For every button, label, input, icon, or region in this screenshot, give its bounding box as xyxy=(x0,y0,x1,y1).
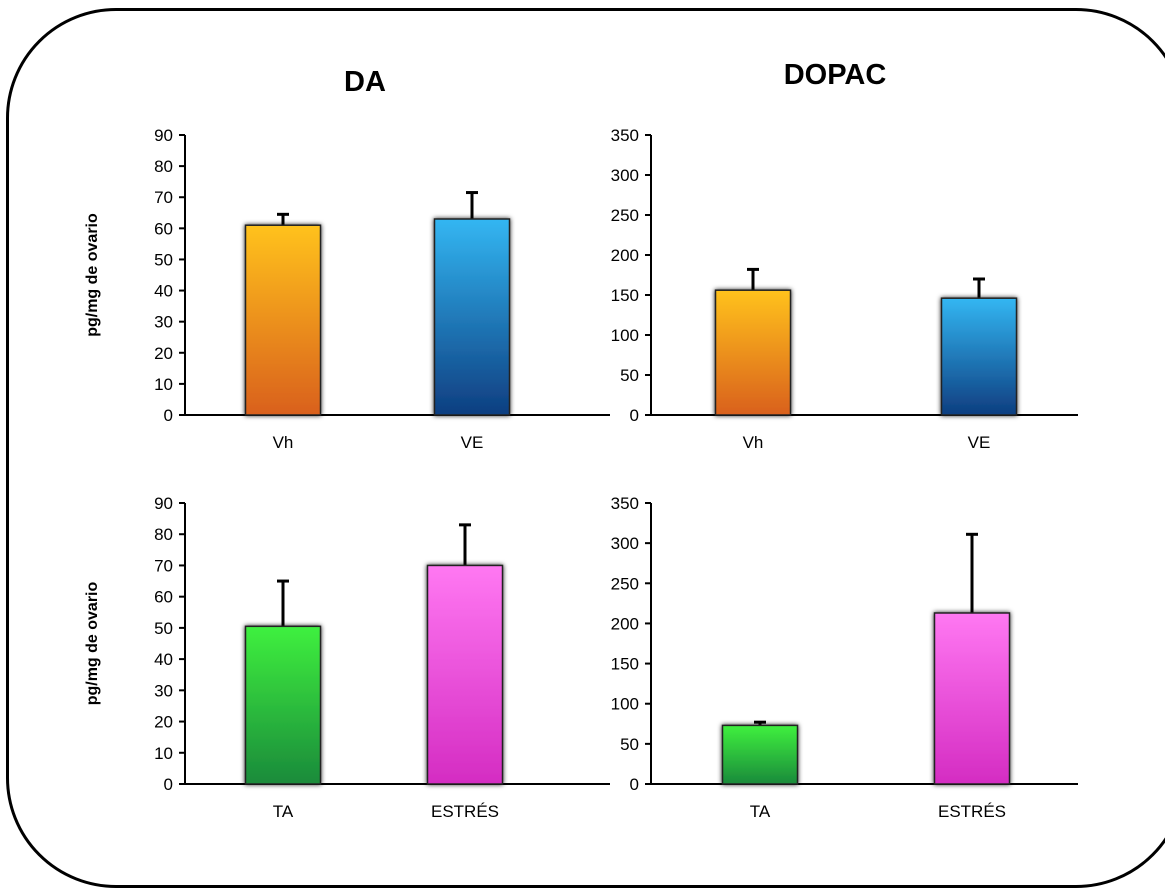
bar-vh xyxy=(714,289,792,416)
x-category-label: ESTRÉS xyxy=(431,802,499,821)
y-tick-label: 0 xyxy=(164,775,173,794)
y-tick-label: 70 xyxy=(154,188,173,207)
y-tick-label: 50 xyxy=(620,366,639,385)
bar-ve xyxy=(940,297,1018,416)
y-tick-label: 30 xyxy=(154,313,173,332)
y-tick-label: 50 xyxy=(154,619,173,638)
column-title-da: DA xyxy=(344,66,386,98)
y-tick-label: 300 xyxy=(611,166,639,185)
y-tick-label: 250 xyxy=(611,206,639,225)
chart-panel-1: 0 10 20 30 40 50 60 70 80 90 pg/mg de ovario Vh VE xyxy=(84,126,610,452)
bar-ve xyxy=(433,218,511,416)
y-tick-label: 300 xyxy=(611,534,639,553)
bar-ta xyxy=(721,724,799,785)
y-tick-label: 10 xyxy=(154,744,173,763)
y-tick-label: 20 xyxy=(154,344,173,363)
y-tick-label: 70 xyxy=(154,556,173,575)
y-axis-label: pg/mg de ovario xyxy=(84,581,101,705)
chart-panel-3: 0 10 20 30 40 50 60 70 80 90 pg/mg de ovario TA ESTR… xyxy=(84,494,610,821)
bar-vh xyxy=(244,224,322,416)
x-category-label: Vh xyxy=(743,433,764,452)
y-tick-label: 10 xyxy=(154,375,173,394)
y-tick-label: 80 xyxy=(154,157,173,176)
y-tick-label: 80 xyxy=(154,525,173,544)
y-tick-label: 0 xyxy=(630,406,639,425)
y-tick-label: 90 xyxy=(154,126,173,145)
x-category-label: TA xyxy=(273,802,294,821)
x-category-label: VE xyxy=(461,433,484,452)
x-category-label: TA xyxy=(750,802,771,821)
y-tick-label: 100 xyxy=(611,695,639,714)
bar-ta xyxy=(244,625,322,785)
chart-panel-4: 0 50 100 150 200 250 300 350 TA ESTRÉS xyxy=(611,494,1078,821)
y-tick-label: 200 xyxy=(611,614,639,633)
y-tick-label: 100 xyxy=(611,326,639,345)
y-tick-label: 30 xyxy=(154,681,173,700)
x-category-label: Vh xyxy=(273,433,294,452)
y-tick-label: 90 xyxy=(154,494,173,513)
y-tick-label: 40 xyxy=(154,282,173,301)
y-tick-label: 40 xyxy=(154,650,173,669)
chart-panel-2: 0 50 100 150 200 250 300 350 Vh VE xyxy=(611,126,1078,452)
y-tick-label: 350 xyxy=(611,494,639,513)
y-tick-label: 0 xyxy=(630,775,639,794)
y-axis-label: pg/mg de ovario xyxy=(84,213,101,337)
y-tick-label: 350 xyxy=(611,126,639,145)
bar-estrés xyxy=(426,564,504,785)
y-tick-label: 50 xyxy=(620,735,639,754)
y-tick-label: 250 xyxy=(611,574,639,593)
y-tick-label: 20 xyxy=(154,713,173,732)
y-tick-label: 150 xyxy=(611,286,639,305)
y-tick-label: 50 xyxy=(154,250,173,269)
y-tick-label: 150 xyxy=(611,655,639,674)
y-tick-label: 60 xyxy=(154,219,173,238)
column-title-dopac: DOPAC xyxy=(783,59,887,91)
y-tick-label: 0 xyxy=(164,406,173,425)
x-category-label: VE xyxy=(968,433,991,452)
x-category-label: ESTRÉS xyxy=(938,802,1006,821)
y-tick-label: 200 xyxy=(611,246,639,265)
y-tick-label: 60 xyxy=(154,588,173,607)
bar-estrés xyxy=(933,612,1011,785)
